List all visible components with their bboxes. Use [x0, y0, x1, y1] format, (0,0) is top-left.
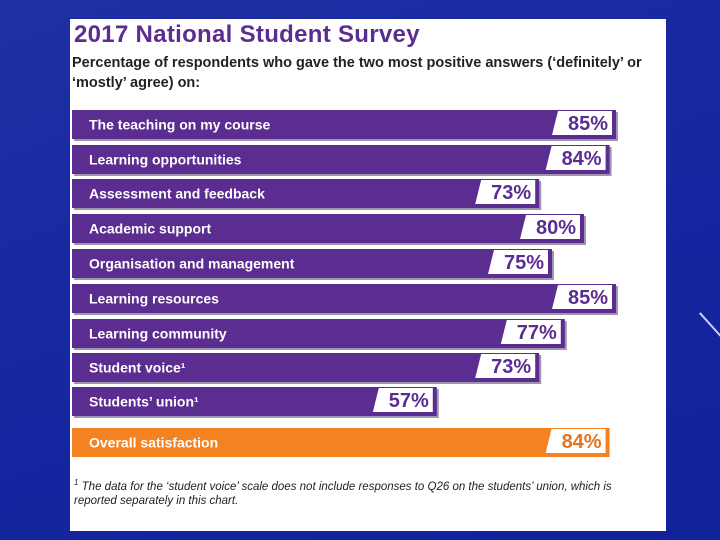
value-tab: [372, 388, 433, 412]
decorative-line: [699, 312, 720, 343]
data-label: 73%: [491, 356, 531, 378]
data-label: 80%: [536, 217, 576, 239]
bar: [72, 214, 584, 243]
data-label: 85%: [568, 113, 608, 135]
data-label: 73%: [491, 182, 531, 204]
bar: [72, 110, 616, 139]
value-tab: [475, 354, 536, 378]
bar-chart: The teaching on my course 85% Learning opp…: [72, 110, 618, 457]
bar: [72, 353, 540, 382]
survey-card: 2017 National Student Survey Percentage …: [70, 19, 666, 531]
bar: [72, 284, 616, 313]
category-label: Organisation and management: [89, 256, 295, 272]
category-label: Learning resources: [89, 291, 219, 307]
footnote-text: The data for the ‘student voice’ scale d…: [74, 480, 612, 507]
data-label: 75%: [504, 252, 544, 274]
data-label: 84%: [562, 148, 602, 170]
value-tab: [475, 180, 536, 204]
value-tab: [500, 320, 561, 344]
value-tab: [552, 285, 612, 309]
bar: [72, 145, 610, 174]
bar: [72, 319, 565, 348]
category-label: The teaching on my course: [89, 117, 270, 133]
category-label: Learning opportunities: [89, 152, 242, 168]
overall-bar: [72, 428, 610, 457]
data-label: 77%: [517, 322, 557, 344]
category-label: Academic support: [89, 221, 211, 237]
chart-title: 2017 National Student Survey: [74, 21, 420, 48]
footnote: 1 The data for the ‘student voice’ scale…: [74, 476, 634, 508]
chart-subtitle: Percentage of respondents who gave the t…: [72, 55, 642, 91]
category-label: Students’ union¹: [89, 394, 199, 410]
category-label: Assessment and feedback: [89, 186, 265, 202]
value-tab: [520, 215, 580, 239]
value-tab: [545, 429, 606, 453]
data-label: 85%: [568, 287, 608, 309]
value-tab: [488, 250, 548, 274]
value-tab: [552, 111, 612, 135]
bar: [72, 249, 552, 278]
footnote-marker: 1: [74, 478, 79, 487]
value-tab: [545, 146, 606, 170]
category-label: Student voice¹: [89, 360, 186, 376]
category-label: Overall satisfaction: [89, 435, 218, 451]
bar: [72, 179, 540, 208]
data-label: 57%: [389, 390, 429, 412]
data-label: 84%: [562, 431, 602, 453]
category-label: Learning community: [89, 326, 227, 342]
